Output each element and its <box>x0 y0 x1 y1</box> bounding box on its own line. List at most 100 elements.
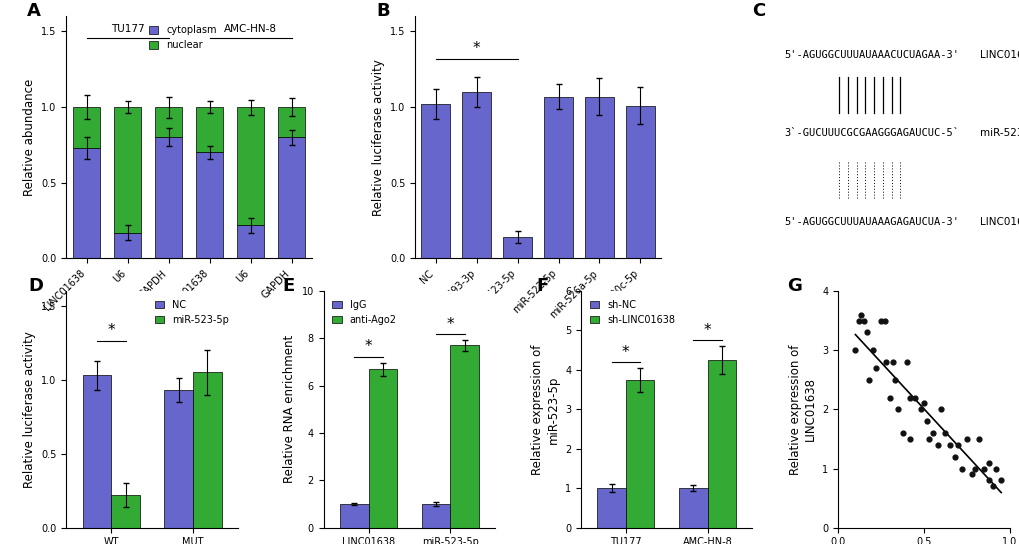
Point <box>923 429 940 437</box>
Bar <box>111 495 140 528</box>
Text: *: * <box>446 317 453 332</box>
Point <box>895 429 911 437</box>
Bar <box>449 345 478 528</box>
Text: 5'-AGUGGCUUUAUAAACUCUAGAA-3': 5'-AGUGGCUUUAUAAACUCUAGAA-3' <box>784 50 959 60</box>
Text: 5'-AGUGGCUUUAUAAAGAGAUCUA-3': 5'-AGUGGCUUUAUAAAGAGAUCUA-3' <box>784 217 959 227</box>
Bar <box>193 373 221 528</box>
Point <box>993 476 1009 485</box>
Bar <box>114 107 141 233</box>
Text: D: D <box>29 277 44 295</box>
Text: TU177: TU177 <box>111 24 145 34</box>
Point <box>875 316 892 325</box>
Bar <box>502 237 531 258</box>
Point <box>847 346 863 355</box>
Point <box>855 316 871 325</box>
Bar <box>278 138 305 258</box>
Point <box>898 358 914 367</box>
Point <box>886 375 902 384</box>
Bar <box>278 107 305 138</box>
Point <box>890 405 906 414</box>
Point <box>950 441 966 449</box>
Point <box>860 375 876 384</box>
Point <box>867 363 883 372</box>
Y-axis label: Relative luciferase activity: Relative luciferase activity <box>22 331 36 488</box>
Text: LINC01638-WT: LINC01638-WT <box>979 50 1019 60</box>
Text: C: C <box>751 2 764 20</box>
Text: F: F <box>536 277 548 295</box>
Point <box>980 476 997 485</box>
Bar <box>462 92 490 258</box>
Bar <box>626 106 654 258</box>
Point <box>920 435 936 443</box>
Point <box>983 482 1000 491</box>
Point <box>932 405 949 414</box>
Point <box>935 429 952 437</box>
Bar <box>679 489 707 528</box>
Bar <box>73 107 100 148</box>
Point <box>963 470 979 479</box>
Bar <box>626 380 654 528</box>
Point <box>975 464 991 473</box>
Bar <box>707 360 736 528</box>
Point <box>901 393 917 402</box>
Point <box>915 399 931 408</box>
Bar <box>83 375 111 528</box>
Y-axis label: Relative luciferase activity: Relative luciferase activity <box>371 59 384 216</box>
Y-axis label: Relative expression of
LINC01638: Relative expression of LINC01638 <box>788 344 816 474</box>
Point <box>858 328 874 337</box>
Bar <box>421 504 449 528</box>
Bar <box>421 104 449 258</box>
Point <box>901 435 917 443</box>
Bar <box>155 107 181 138</box>
Point <box>884 358 901 367</box>
Y-axis label: Relative abundance: Relative abundance <box>22 79 36 196</box>
Point <box>850 316 866 325</box>
Point <box>907 393 923 402</box>
Text: AMC-HN-8: AMC-HN-8 <box>224 24 277 34</box>
Point <box>953 464 969 473</box>
Point <box>966 464 982 473</box>
Point <box>880 393 897 402</box>
Bar <box>196 152 223 258</box>
Point <box>872 316 889 325</box>
Bar <box>237 225 264 258</box>
Point <box>980 458 997 467</box>
Y-axis label: Relative RNA enrichment: Relative RNA enrichment <box>283 335 296 484</box>
Text: A: A <box>26 2 41 20</box>
Bar <box>237 107 264 225</box>
Text: B: B <box>376 2 389 20</box>
Point <box>852 310 868 319</box>
Point <box>987 464 1004 473</box>
Point <box>928 441 945 449</box>
Point <box>941 441 957 449</box>
Legend: cytoplasm, nuclear: cytoplasm, nuclear <box>145 21 220 54</box>
Bar <box>73 148 100 258</box>
Point <box>918 417 934 425</box>
Bar <box>196 107 223 152</box>
Point <box>970 435 986 443</box>
Point <box>863 346 879 355</box>
Text: LINC01638-MUT: LINC01638-MUT <box>979 217 1019 227</box>
Text: 3`-GUCUUUCGCGAAGGGAGAUCUC-5`: 3`-GUCUUUCGCGAAGGGAGAUCUC-5` <box>784 127 959 138</box>
Text: *: * <box>622 345 629 360</box>
Text: *: * <box>473 41 480 55</box>
Text: *: * <box>107 323 115 338</box>
Bar <box>368 369 396 528</box>
Y-axis label: Relative expression of
miR-523-5p: Relative expression of miR-523-5p <box>531 344 558 474</box>
Point <box>912 405 928 414</box>
Bar <box>155 138 181 258</box>
Text: G: G <box>786 277 801 295</box>
Point <box>946 453 962 461</box>
Text: *: * <box>365 339 372 354</box>
Bar <box>164 390 193 528</box>
Text: *: * <box>703 323 710 338</box>
Bar <box>597 489 626 528</box>
Bar <box>339 504 368 528</box>
Bar <box>114 233 141 258</box>
Bar <box>585 96 613 258</box>
Text: E: E <box>282 277 294 295</box>
Legend: sh-NC, sh-LINC01638: sh-NC, sh-LINC01638 <box>585 296 679 329</box>
Point <box>877 358 894 367</box>
Legend: NC, miR-523-5p: NC, miR-523-5p <box>151 296 232 329</box>
Text: miR-523-5p: miR-523-5p <box>979 127 1019 138</box>
